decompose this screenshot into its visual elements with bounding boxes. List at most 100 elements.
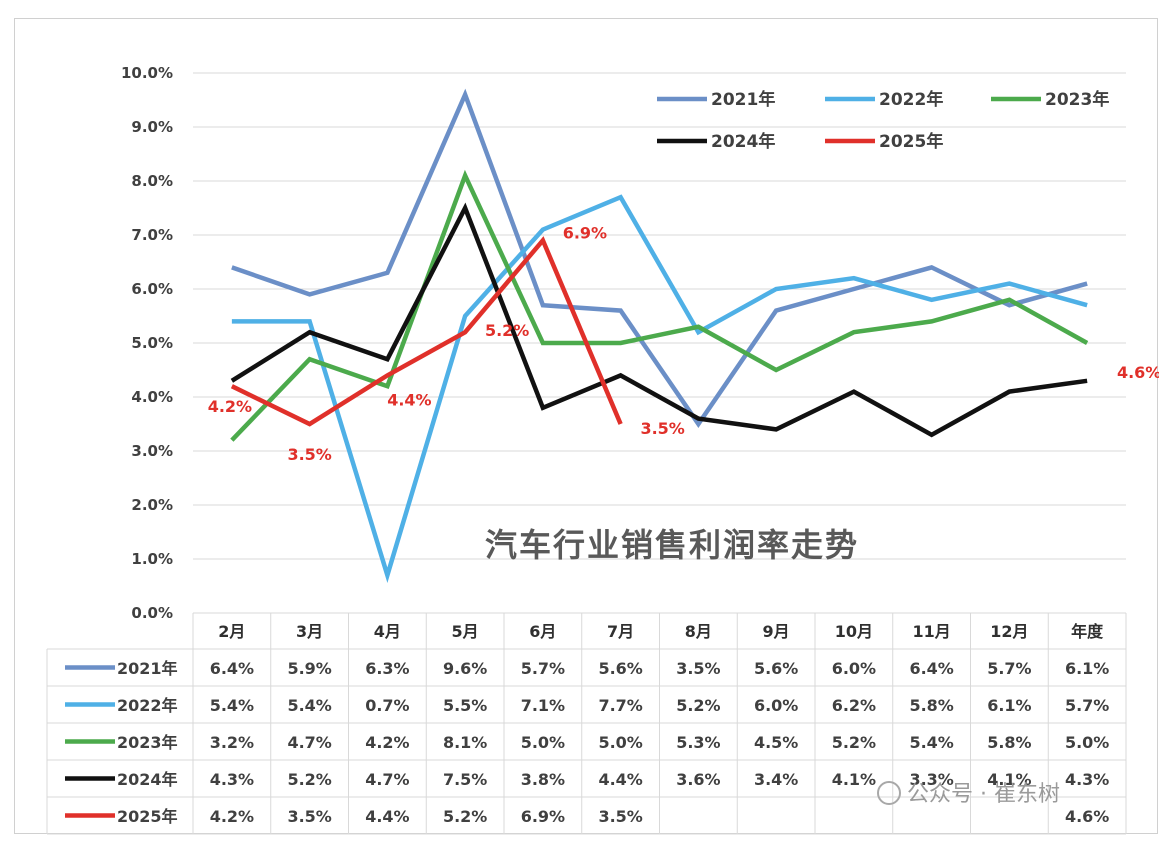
row-label: 2024年 [117,770,178,789]
y-tick-label: 2.0% [131,496,173,514]
table-cell: 3.5% [598,807,642,826]
table-cell: 3.8% [521,770,565,789]
table-cell: 4.3% [1065,770,1109,789]
x-tick-label: 11月 [912,622,950,641]
data-label: 4.6% [1117,363,1159,382]
x-tick-label: 年度 [1071,622,1104,641]
table-cell: 5.4% [210,696,254,715]
table-cell: 4.6% [1065,807,1109,826]
y-tick-label: 4.0% [131,388,173,406]
x-tick-label: 4月 [374,622,401,641]
table-cell: 5.2% [832,733,876,752]
table-row: 2025年 4.2% 3.5% 4.4% 5.2% 6.9% 3.5% 4.6% [65,807,1109,826]
x-tick-label: 6月 [529,622,556,641]
table-cell: 4.5% [754,733,798,752]
table-cell: 6.1% [987,696,1031,715]
x-tick-label: 3月 [296,622,323,641]
legend-item: 2024年 [657,131,775,152]
table-cell: 6.4% [909,659,953,678]
table-cell: 6.3% [365,659,409,678]
table-cell: 4.4% [365,807,409,826]
data-label: 3.5% [287,445,331,464]
table-cell: 4.7% [287,733,331,752]
legend-label: 2022年 [879,89,943,110]
series-line-1 [231,88,1088,428]
y-tick-label: 8.0% [131,172,173,190]
x-tick-label: 5月 [452,622,479,641]
table-cell: 4.4% [598,770,642,789]
table-cell: 5.0% [598,733,642,752]
x-tick-label: 10月 [835,622,873,641]
legend-label: 2024年 [711,131,775,152]
series-line-3 [230,169,1089,442]
table-cell: 8.1% [443,733,487,752]
row-label: 2023年 [117,733,178,752]
table-cell: 4.7% [365,770,409,789]
table-cell: 7.5% [443,770,487,789]
table-cell: 3.2% [210,733,254,752]
legend-label: 2023年 [1045,89,1109,110]
table-cell: 6.4% [210,659,254,678]
table-cell: 5.2% [287,770,331,789]
profit-margin-chart: 0.0% 1.0% 2.0% 3.0% 4.0% 5.0% 6.0% 7.0% 8.0% 9.0%… [46,64,1159,835]
table-row: 2022年 5.4% 5.4% 0.7% 5.5% 7.1% 7.7% 5.2% 6.0% 6.2… [65,696,1109,715]
y-tick-label: 7.0% [131,226,173,244]
legend-item: 2021年 [657,89,775,110]
table-row: 2021年 6.4% 5.9% 6.3% 9.6% 5.7% 5.6% 3.5% 5.6% 6.0… [65,659,1109,678]
table-cell: 3.4% [754,770,798,789]
x-tick-label: 12月 [990,622,1028,641]
y-tick-label: 5.0% [131,334,173,352]
table-cell: 5.9% [287,659,331,678]
wechat-icon [877,781,901,805]
table-cell: 4.2% [365,733,409,752]
table-cell: 6.9% [521,807,565,826]
table-cell: 4.3% [210,770,254,789]
row-label: 2021年 [117,659,178,678]
data-label: 5.2% [485,321,529,340]
table-cell: 7.1% [521,696,565,715]
table-row: 2024年 4.3% 5.2% 4.7% 7.5% 3.8% 4.4% 3.6% 3.4% 4.1… [65,770,1109,789]
table-row: 2023年 3.2% 4.7% 4.2% 8.1% 5.0% 5.0% 5.3% 4.5% 5.2… [65,733,1109,752]
y-tick-label: 3.0% [131,442,173,460]
table-cell: 5.2% [443,807,487,826]
series-line-4 [230,202,1088,438]
table-cell: 3.6% [676,770,720,789]
legend-item: 2025年 [825,131,943,152]
x-tick-label: 7月 [607,622,634,641]
legend-label: 2021年 [711,89,775,110]
y-tick-label: 9.0% [131,118,173,136]
table-cell: 5.7% [1065,696,1109,715]
data-label: 3.5% [640,419,684,438]
table-cell: 6.1% [1065,659,1109,678]
table-cell: 6.0% [754,696,798,715]
legend-label: 2025年 [879,131,943,152]
x-tick-label: 2月 [218,622,245,641]
table-cell: 9.6% [443,659,487,678]
y-tick-label: 6.0% [131,280,173,298]
series-line-2 [231,194,1088,583]
x-tick-label: 8月 [685,622,712,641]
table-cell: 5.2% [676,696,720,715]
chart-frame: 0.0% 1.0% 2.0% 3.0% 4.0% 5.0% 6.0% 7.0% 8.0% 9.0%… [14,18,1159,835]
y-tick-label: 0.0% [131,604,173,622]
table-cell: 5.5% [443,696,487,715]
table-cell: 5.3% [676,733,720,752]
watermark-text: 公众号 · 崔东树 [907,782,1060,807]
watermark: 公众号 · 崔东树 [877,781,1060,807]
legend-item: 2023年 [991,89,1109,110]
row-label: 2022年 [117,696,178,715]
data-label: 4.2% [208,397,252,416]
table-cell: 5.6% [598,659,642,678]
table-cell: 5.4% [287,696,331,715]
table-cell: 5.7% [987,659,1031,678]
table-cell: 3.5% [676,659,720,678]
table-cell: 5.6% [754,659,798,678]
x-tick-label: 9月 [763,622,790,641]
row-label: 2025年 [117,807,178,826]
data-label: 4.4% [387,390,431,409]
y-tick-label: 1.0% [131,550,173,568]
table-cell: 5.0% [521,733,565,752]
table-cell: 4.2% [210,807,254,826]
data-label: 6.9% [563,223,607,242]
table-cell: 5.0% [1065,733,1109,752]
